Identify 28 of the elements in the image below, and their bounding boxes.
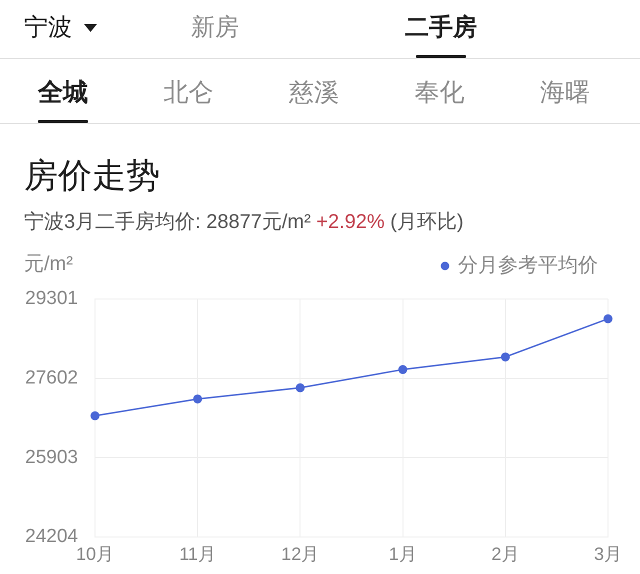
x-tick-label: 10月 — [76, 544, 114, 564]
chart-subtitle: 宁波3月二手房均价: 28877元/m² +2.92% (月环比) — [24, 211, 464, 233]
text: 二手房 — [405, 14, 477, 41]
text: 北仑 — [164, 78, 214, 106]
x-tick-label: 11月 — [179, 544, 216, 564]
y-tick-label: 29301 — [25, 288, 78, 310]
y-tick-label: 25903 — [25, 446, 78, 468]
text: 新房 — [191, 14, 239, 41]
text: 宁波 — [24, 14, 72, 41]
chart-title: 房价走势 — [24, 157, 160, 195]
point — [398, 365, 408, 374]
x-tick-label: 12月 — [281, 544, 320, 564]
point — [193, 394, 202, 404]
text: 奉化 — [414, 78, 464, 106]
y-tick-label: 27602 — [25, 368, 78, 389]
x-tick-label: 3月 — [594, 544, 622, 564]
text: 海曙 — [540, 78, 590, 106]
text: 全城 — [38, 78, 88, 106]
x-tick-label: 2月 — [491, 544, 520, 564]
text: 慈溪 — [289, 78, 339, 106]
point — [604, 314, 612, 324]
point — [296, 383, 305, 392]
y-axis-title: 元/m² — [24, 253, 73, 275]
point — [90, 411, 100, 420]
legend-label: 分月参考平均价 — [458, 254, 598, 277]
x-tick-label: 1月 — [388, 544, 417, 564]
y-tick-label: 24204 — [25, 526, 78, 548]
point — [500, 352, 510, 362]
